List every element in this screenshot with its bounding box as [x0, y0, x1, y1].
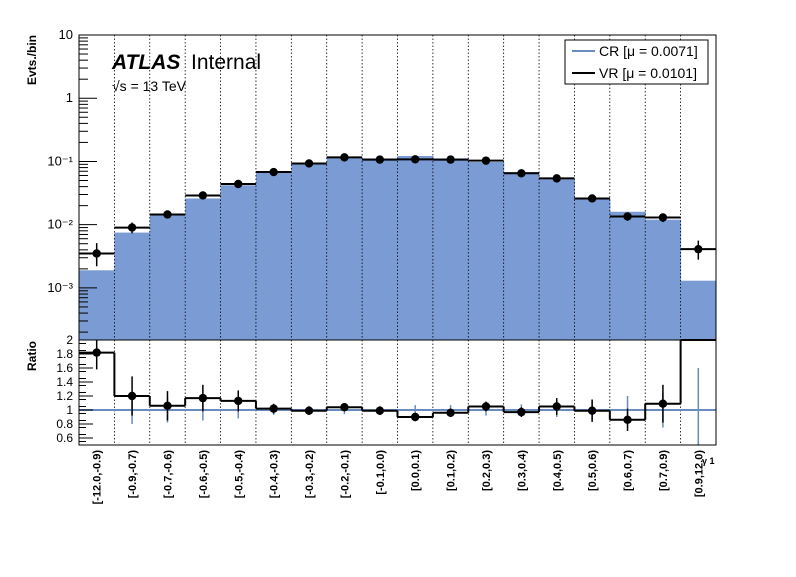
energy-label: √s = 13 TeV: [112, 78, 187, 94]
cr-bar: [149, 214, 186, 340]
ratio-point: [481, 402, 491, 411]
ratio-point: [587, 406, 597, 415]
x-axis-unit-label: γ 1: [702, 456, 715, 466]
ratio-point: [269, 404, 278, 413]
vr-point: [269, 167, 278, 177]
ratio-point: [92, 348, 101, 357]
x-tick-label: [-0.1,0.0): [375, 450, 387, 495]
x-tick-label: [-0.4,-0.3): [269, 450, 281, 499]
ratio-point: [517, 407, 526, 417]
ratio-point: [410, 412, 420, 422]
cr-bar: [362, 158, 398, 340]
legend: CR [μ = 0.0071] VR [μ = 0.0101]: [564, 39, 709, 85]
ratio-point: [552, 402, 561, 411]
vr-point: [340, 153, 349, 162]
y-tick-label: 1: [66, 90, 73, 105]
legend-cr-label: CR [μ = 0.0071]: [599, 43, 698, 59]
vr-point: [658, 213, 668, 222]
atlas-label: ATLAS: [111, 51, 180, 74]
ratio-y-tick-label: 1.4: [56, 375, 73, 389]
ratio-point: [198, 393, 208, 403]
vr-point: [127, 223, 137, 232]
x-tick-label: [0.4,0.5): [552, 450, 564, 491]
ratio-y-tick-label: 2: [66, 333, 73, 347]
x-tick-label: [0.3,0.4): [516, 450, 528, 491]
cr-bar: [326, 158, 363, 340]
cr-bar: [255, 172, 292, 340]
x-tick-label: [-0.9,-0.7): [127, 450, 139, 499]
x-tick-label: [0.5,0.6): [587, 450, 599, 491]
x-tick-label: [-12.0,-0.9): [92, 450, 104, 505]
internal-label: Internal: [191, 51, 261, 74]
cr-bar: [539, 179, 575, 340]
vr-point: [552, 174, 561, 183]
x-tick-label: [0.6,0.7): [623, 450, 635, 491]
cr-bar: [397, 155, 434, 340]
vr-point: [234, 179, 243, 189]
x-tick-label: [0.1,0.2): [446, 450, 458, 491]
ratio-point: [658, 399, 668, 408]
ratio-point: [375, 406, 385, 415]
cr-bar: [503, 172, 540, 340]
ratio-point: [340, 403, 349, 412]
ratio-point: [623, 415, 632, 424]
cr-bar: [609, 211, 646, 340]
y-tick-label: 10⁻³: [47, 280, 73, 295]
cr-bar: [680, 280, 717, 340]
ratio-y-tick-label: 1: [66, 403, 73, 417]
vr-point: [446, 155, 455, 164]
vr-point: [304, 159, 314, 168]
x-tick-label: [-0.2,-0.1): [339, 450, 351, 499]
ratio-y-tick-label: 0.8: [56, 417, 73, 431]
vr-point: [694, 244, 703, 254]
ratio-point: [304, 406, 314, 415]
vr-point: [517, 169, 526, 178]
main-y-axis-label: Evts./bin: [25, 35, 39, 85]
cr-bar: [468, 162, 505, 340]
ratio-y-tick-label: 1.2: [56, 389, 73, 403]
cr-bar: [220, 185, 257, 340]
x-tick-label: [0.7,0.9): [658, 450, 670, 491]
x-tick-label: [-0.6,-0.5): [198, 450, 210, 499]
x-tick-label: [-0.5,-0.4): [233, 450, 245, 499]
cr-bar: [645, 219, 682, 340]
vr-point: [410, 155, 420, 164]
vr-point: [198, 191, 208, 200]
vr-point: [623, 212, 632, 221]
ratio-point: [127, 391, 137, 401]
x-tick-labels: [-12.0,-0.9) [-0.9,-0.7) [-0.7,-0.6) [-0.6,…: [92, 450, 706, 505]
y-tick-label: 10⁻¹: [47, 153, 73, 168]
cr-bar: [185, 198, 222, 340]
vr-point: [163, 210, 172, 219]
ratio-point: [163, 401, 172, 410]
x-tick-label: [0.2,0.3): [481, 450, 493, 491]
ratio-y-tick-label: 1.6: [56, 361, 73, 375]
y-tick-label: 10⁻²: [47, 217, 73, 232]
ratio-y-tick-label: 1.8: [56, 347, 73, 361]
vr-point: [92, 249, 101, 258]
vr-point: [587, 194, 597, 203]
x-tick-label: [0.9,12.0): [693, 450, 705, 497]
cr-bar: [432, 158, 469, 340]
legend-vr-label: VR [μ = 0.0101]: [599, 65, 697, 81]
cr-bar: [574, 198, 611, 340]
vr-point: [375, 155, 385, 164]
vr-point: [481, 156, 491, 165]
y-tick-label: 10: [59, 27, 73, 42]
x-tick-label: [0.0,0.1): [410, 450, 422, 491]
ratio-point: [446, 408, 455, 417]
cr-bar: [291, 162, 328, 340]
main-panel: 10 1 10⁻¹ 10⁻² 10⁻³: [47, 27, 717, 341]
ratio-point: [234, 396, 243, 406]
x-tick-label: [-0.3,-0.2): [304, 450, 316, 499]
ratio-y-axis-label: Ratio: [25, 341, 39, 371]
ratio-y-tick-label: 0.6: [56, 431, 73, 445]
x-tick-label: [-0.7,-0.6): [162, 450, 174, 499]
cr-bar: [114, 232, 151, 340]
ratio-panel: 0.60.811.21.41.61.82: [56, 333, 717, 446]
cr-bar: [79, 270, 115, 340]
